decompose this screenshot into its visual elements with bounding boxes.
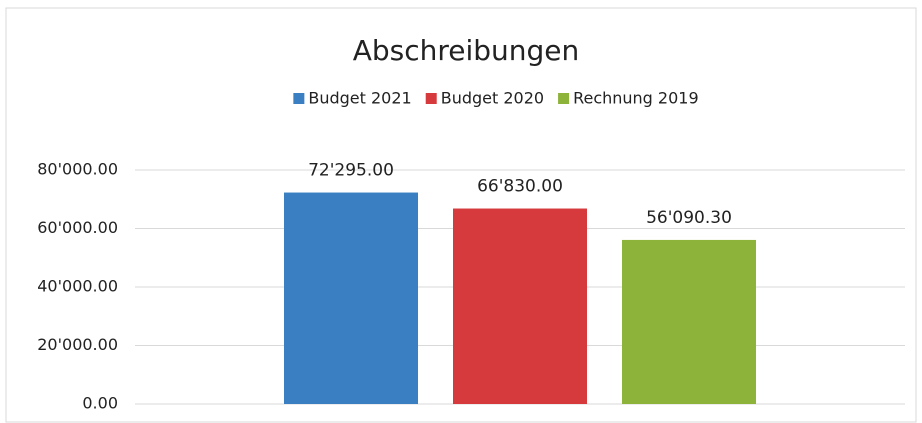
bar xyxy=(622,239,756,404)
y-tick-label: 0.00 xyxy=(82,394,118,413)
legend-swatch xyxy=(425,93,437,104)
data-label: 56'090.30 xyxy=(646,208,732,228)
bar xyxy=(453,208,587,404)
legend-swatch xyxy=(293,93,305,104)
data-label: 72'295.00 xyxy=(308,161,394,181)
legend-label: Rechnung 2019 xyxy=(573,89,699,108)
chart-title: Abschreibungen xyxy=(353,34,580,67)
y-tick-label: 20'000.00 xyxy=(37,335,118,354)
y-tick-label: 60'000.00 xyxy=(37,218,118,237)
bar xyxy=(284,192,418,404)
y-tick-label: 80'000.00 xyxy=(37,160,118,179)
y-tick-label: 40'000.00 xyxy=(37,277,118,296)
data-label: 66'830.00 xyxy=(477,177,563,197)
legend-label: Budget 2021 xyxy=(308,89,411,108)
legend-swatch xyxy=(558,93,570,104)
legend-label: Budget 2020 xyxy=(441,89,544,108)
